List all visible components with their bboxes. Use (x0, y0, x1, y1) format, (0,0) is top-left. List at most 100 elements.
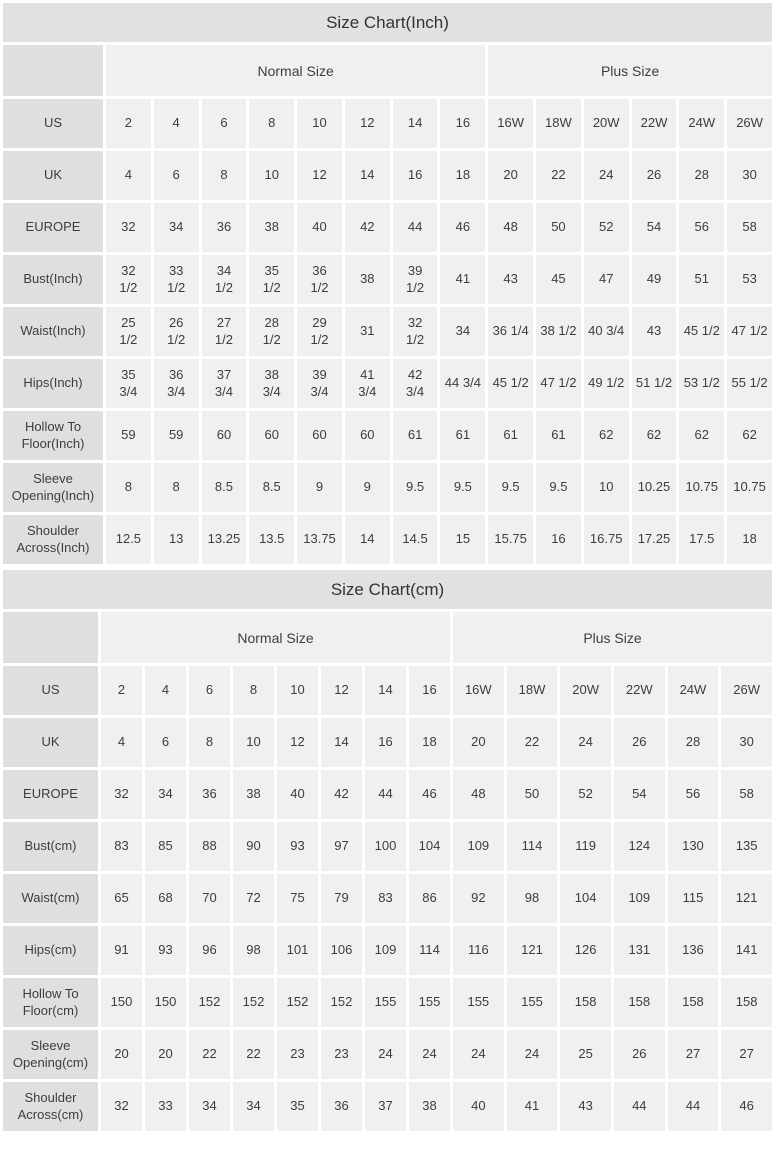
size-cell: 28 1/2 (249, 307, 295, 356)
size-cell: 158 (560, 978, 611, 1027)
size-cell: 16.75 (583, 515, 629, 564)
size-cell: 155 (409, 978, 450, 1027)
table-row: Bust(Inch) 32 1/2 33 1/2 34 1/2 35 1/2 36 1/2… (3, 255, 772, 304)
group-header-row: Normal Size Plus Size (3, 45, 772, 96)
table-row: Sleeve Opening(Inch) 8 8 8.5 8.5 9 9 9.5 9.5 9.5 9… (3, 463, 772, 512)
size-cell: 86 (409, 874, 450, 923)
size-cell: 12.5 (106, 515, 151, 564)
size-cell: 58 (721, 770, 772, 819)
size-cell: 26 (613, 718, 665, 767)
table-row: Hollow To Floor(cm) 150 150 152 152 152 152 155… (3, 978, 772, 1027)
size-cell: 38 (344, 255, 390, 304)
size-cell: 42 3/4 (392, 359, 438, 408)
size-cell: 18 (409, 718, 450, 767)
size-cell: 20 (488, 151, 534, 200)
size-cell: 8 (106, 463, 151, 512)
size-cell: 9.5 (440, 463, 486, 512)
row-label: US (3, 666, 98, 715)
size-cell: 130 (667, 822, 719, 871)
size-cell: 97 (321, 822, 362, 871)
size-cell: 20W (560, 666, 611, 715)
row-label: US (3, 99, 103, 148)
size-cell: 14 (392, 99, 438, 148)
size-cell: 62 (679, 411, 725, 460)
row-label: Shoulder Across(Inch) (3, 515, 103, 564)
size-cell: 36 (201, 203, 247, 252)
size-cell: 126 (560, 926, 611, 975)
size-cell: 114 (506, 822, 558, 871)
size-cell: 18W (536, 99, 581, 148)
size-cell: 38 (409, 1082, 450, 1131)
size-cell: 30 (721, 718, 772, 767)
size-cell: 34 (189, 1082, 230, 1131)
size-cell: 36 3/4 (153, 359, 199, 408)
size-cell: 124 (613, 822, 665, 871)
size-cell: 68 (145, 874, 186, 923)
size-cell: 16 (365, 718, 406, 767)
size-cell: 10 (249, 151, 295, 200)
size-cell: 20W (583, 99, 629, 148)
size-cell: 100 (365, 822, 406, 871)
size-cell: 6 (201, 99, 247, 148)
size-cell: 10.75 (679, 463, 725, 512)
table-title: Size Chart(Inch) (3, 3, 772, 42)
size-cell: 22W (631, 99, 677, 148)
size-cell: 9 (344, 463, 390, 512)
size-cell: 46 (409, 770, 450, 819)
size-cell: 114 (409, 926, 450, 975)
size-cell: 32 1/2 (106, 255, 151, 304)
size-cell: 23 (321, 1030, 362, 1079)
table-title: Size Chart(cm) (3, 570, 772, 609)
size-cell: 38 3/4 (249, 359, 295, 408)
table-row: Hollow To Floor(Inch) 59 59 60 60 60 60 61 61 61 6… (3, 411, 772, 460)
size-cell: 37 (365, 1082, 406, 1131)
size-cell: 36 1/4 (488, 307, 534, 356)
size-cell: 43 (631, 307, 677, 356)
size-cell: 98 (233, 926, 274, 975)
row-label: EUROPE (3, 770, 98, 819)
row-label: Bust(Inch) (3, 255, 103, 304)
size-cell: 38 (233, 770, 274, 819)
size-cell: 152 (321, 978, 362, 1027)
size-cell: 56 (679, 203, 725, 252)
group-header-plus-size: Plus Size (453, 612, 772, 663)
size-cell: 17.5 (679, 515, 725, 564)
table-row: Waist(cm) 65 68 70 72 75 79 83 86 92 98 104 109 115 12… (3, 874, 772, 923)
size-cell: 44 (392, 203, 438, 252)
size-cell: 49 (631, 255, 677, 304)
size-cell: 22 (506, 718, 558, 767)
size-cell: 90 (233, 822, 274, 871)
size-cell: 119 (560, 822, 611, 871)
size-cell: 24W (679, 99, 725, 148)
size-cell: 23 (277, 1030, 318, 1079)
size-cell: 18 (727, 515, 772, 564)
size-cell: 32 (101, 770, 142, 819)
size-cell: 150 (145, 978, 186, 1027)
size-cell: 34 1/2 (201, 255, 247, 304)
size-cell: 14.5 (392, 515, 438, 564)
size-cell: 106 (321, 926, 362, 975)
table-row: Shoulder Across(cm) 32 33 34 34 35 36 37 38 40 41 4… (3, 1082, 772, 1131)
size-cell: 6 (189, 666, 230, 715)
size-cell: 109 (365, 926, 406, 975)
size-cell: 40 (297, 203, 342, 252)
size-cell: 47 (583, 255, 629, 304)
table-row: UK 4 6 8 10 12 14 16 18 20 22 24 26 28 30 (3, 718, 772, 767)
size-cell: 41 (440, 255, 486, 304)
size-cell: 155 (365, 978, 406, 1027)
size-cell: 91 (101, 926, 142, 975)
row-label: EUROPE (3, 203, 103, 252)
size-cell: 51 (679, 255, 725, 304)
size-cell: 109 (453, 822, 504, 871)
size-cell: 34 (153, 203, 199, 252)
size-cell: 10 (583, 463, 629, 512)
size-cell: 43 (560, 1082, 611, 1131)
size-cell: 32 1/2 (392, 307, 438, 356)
size-cell: 158 (667, 978, 719, 1027)
size-cell: 22 (536, 151, 581, 200)
size-cell: 55 1/2 (727, 359, 772, 408)
size-cell: 6 (153, 151, 199, 200)
size-cell: 54 (613, 770, 665, 819)
size-cell: 13 (153, 515, 199, 564)
size-cell: 28 (667, 718, 719, 767)
